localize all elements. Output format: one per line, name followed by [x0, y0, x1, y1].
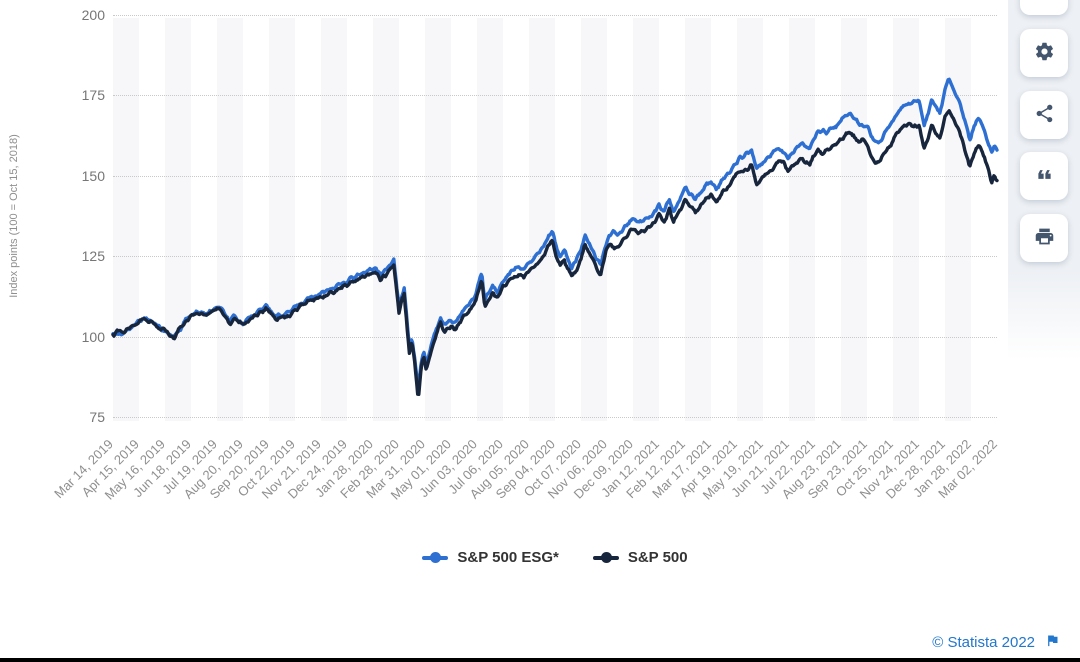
y-tick-label: 125 [81, 248, 105, 265]
legend-label-sp500-esg: S&P 500 ESG* [457, 549, 559, 566]
plot-area [113, 18, 997, 421]
sp500-esg-legend-marker [422, 552, 449, 563]
y-tick-label: 150 [81, 167, 105, 184]
bottom-border [0, 658, 1080, 662]
right-toolbar [1008, 0, 1080, 360]
y-axis-title: Index points (100 = Oct 15, 2018) [8, 134, 20, 298]
gridline-100 [113, 336, 997, 338]
y-tick-label: 200 [81, 7, 105, 23]
y-tick-label: 75 [89, 409, 105, 425]
y-tick-label: 175 [81, 87, 105, 104]
attribution-text: © Statista 2022 [932, 634, 1035, 651]
toolbar-button-top-partial[interactable] [1020, 0, 1068, 15]
cite-button[interactable] [1020, 152, 1068, 200]
share-button[interactable] [1020, 90, 1068, 139]
legend-item-sp500-esg[interactable]: S&P 500 ESG* [422, 549, 559, 566]
gridline-175 [113, 95, 997, 97]
settings-button[interactable] [1020, 29, 1068, 77]
printer-icon [1034, 226, 1055, 250]
chart-legend: S&P 500 ESG* S&P 500 [113, 549, 997, 566]
legend-label-sp500: S&P 500 [627, 549, 688, 566]
gridline-150 [113, 175, 997, 177]
statista-attribution-link[interactable]: © Statista 2022 [932, 633, 1060, 652]
gridline-75 [113, 417, 997, 418]
print-button[interactable] [1020, 213, 1068, 262]
sp500-legend-marker [592, 552, 619, 563]
sp500-line [111, 109, 999, 396]
y-tick-label: 100 [81, 328, 105, 345]
quote-icon [1034, 164, 1055, 188]
legend-item-sp500[interactable]: S&P 500 [592, 549, 688, 566]
line-chart [111, 77, 999, 396]
sp500-esg-line [111, 77, 999, 388]
flag-icon [1045, 633, 1060, 652]
gear-icon [1034, 41, 1055, 65]
share-icon [1034, 103, 1055, 127]
gridline-200 [113, 15, 997, 16]
